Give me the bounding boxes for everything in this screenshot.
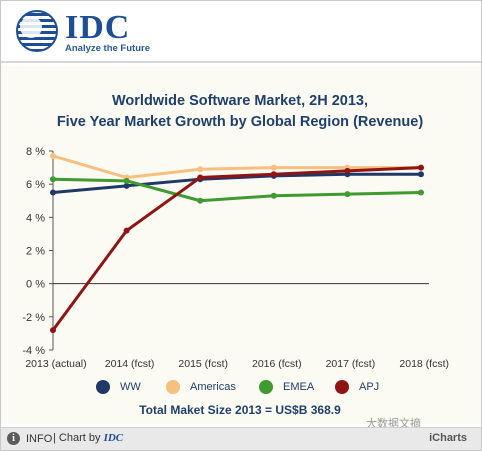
legend-label-americas: Americas: [190, 381, 236, 393]
x-tick-label: 2016 (fcst): [252, 358, 302, 370]
y-tick-label: 2 %: [26, 246, 45, 258]
chart-area: [1, 66, 481, 424]
legend-swatch-americas: [166, 380, 180, 394]
idc-logo: IDC Analyze the Future: [15, 9, 175, 55]
data-point-ww: [50, 189, 56, 196]
chart-by-brand: IDC: [103, 432, 124, 444]
data-point-americas: [50, 152, 56, 159]
data-point-emea: [50, 176, 56, 183]
data-point-apj: [418, 164, 424, 171]
x-tick-label: 2018 (fcst): [399, 358, 449, 370]
series-line-emea: [51, 177, 423, 203]
legend-ww[interactable]: WW: [96, 379, 141, 395]
logo-wordmark: IDC: [65, 9, 131, 46]
chart-by-label: | Chart by: [53, 432, 101, 444]
info-icon: i: [7, 432, 20, 445]
y-tick-label: -2 %: [22, 312, 45, 324]
data-point-emea: [270, 192, 277, 199]
legend-emea[interactable]: EMEA: [259, 379, 314, 395]
data-point-apj: [50, 327, 56, 334]
icharts-link[interactable]: iCharts: [429, 432, 467, 444]
x-tick-label: 2017 (fcst): [326, 358, 376, 370]
legend-swatch-apj: [335, 380, 349, 394]
data-point-emea: [344, 191, 351, 198]
y-tick-label: 8 %: [26, 146, 45, 158]
legend-swatch-emea: [259, 380, 273, 394]
series-line-americas: [51, 154, 423, 180]
chart-title-line2: Five Year Market Growth by Global Region…: [56, 114, 424, 130]
footer-bar: i INFO | Chart by IDC iCharts: [1, 427, 481, 450]
legend-americas[interactable]: Americas: [166, 379, 236, 395]
x-tick-label: 2015 (fcst): [178, 358, 228, 370]
data-point-emea: [197, 197, 204, 204]
data-point-emea: [123, 177, 130, 184]
y-tick-label: 4 %: [26, 212, 45, 224]
legend-label-emea: EMEA: [283, 381, 315, 393]
data-point-americas: [197, 166, 204, 173]
data-point-americas: [270, 164, 277, 171]
legend-apj[interactable]: APJ: [335, 379, 379, 395]
y-tick-label: -4 %: [22, 345, 45, 357]
data-point-apj: [123, 227, 130, 234]
data-point-ww: [418, 171, 424, 178]
logo-tagline: Analyze the Future: [65, 43, 150, 54]
data-point-ww: [123, 182, 130, 189]
header: IDC Analyze the Future: [1, 1, 481, 63]
data-point-emea: [418, 189, 424, 196]
legend-swatch-ww: [96, 380, 110, 394]
series-line-apj: [51, 166, 423, 332]
data-point-apj: [197, 174, 204, 181]
y-tick-label: 0 %: [26, 279, 45, 291]
legend-label-ww: WW: [120, 381, 141, 393]
globe-icon: [16, 10, 58, 52]
legend-label-apj: APJ: [359, 381, 380, 393]
chart-title-line1: Worldwide Software Market, 2H 2013,: [112, 93, 368, 109]
x-tick-label: 2014 (fcst): [105, 358, 155, 370]
chart-credit: | Chart by IDC: [53, 432, 123, 444]
data-point-apj: [344, 167, 351, 174]
series-line-ww: [51, 172, 423, 194]
data-point-apj: [270, 171, 277, 178]
x-tick-label: 2013 (actual): [25, 358, 86, 370]
info-label: INFO: [26, 432, 53, 445]
info-button[interactable]: i INFO: [7, 432, 52, 445]
total-market-size: Total Maket Size 2013 = US$B 368.9: [139, 403, 341, 417]
y-tick-label: 6 %: [26, 179, 45, 191]
